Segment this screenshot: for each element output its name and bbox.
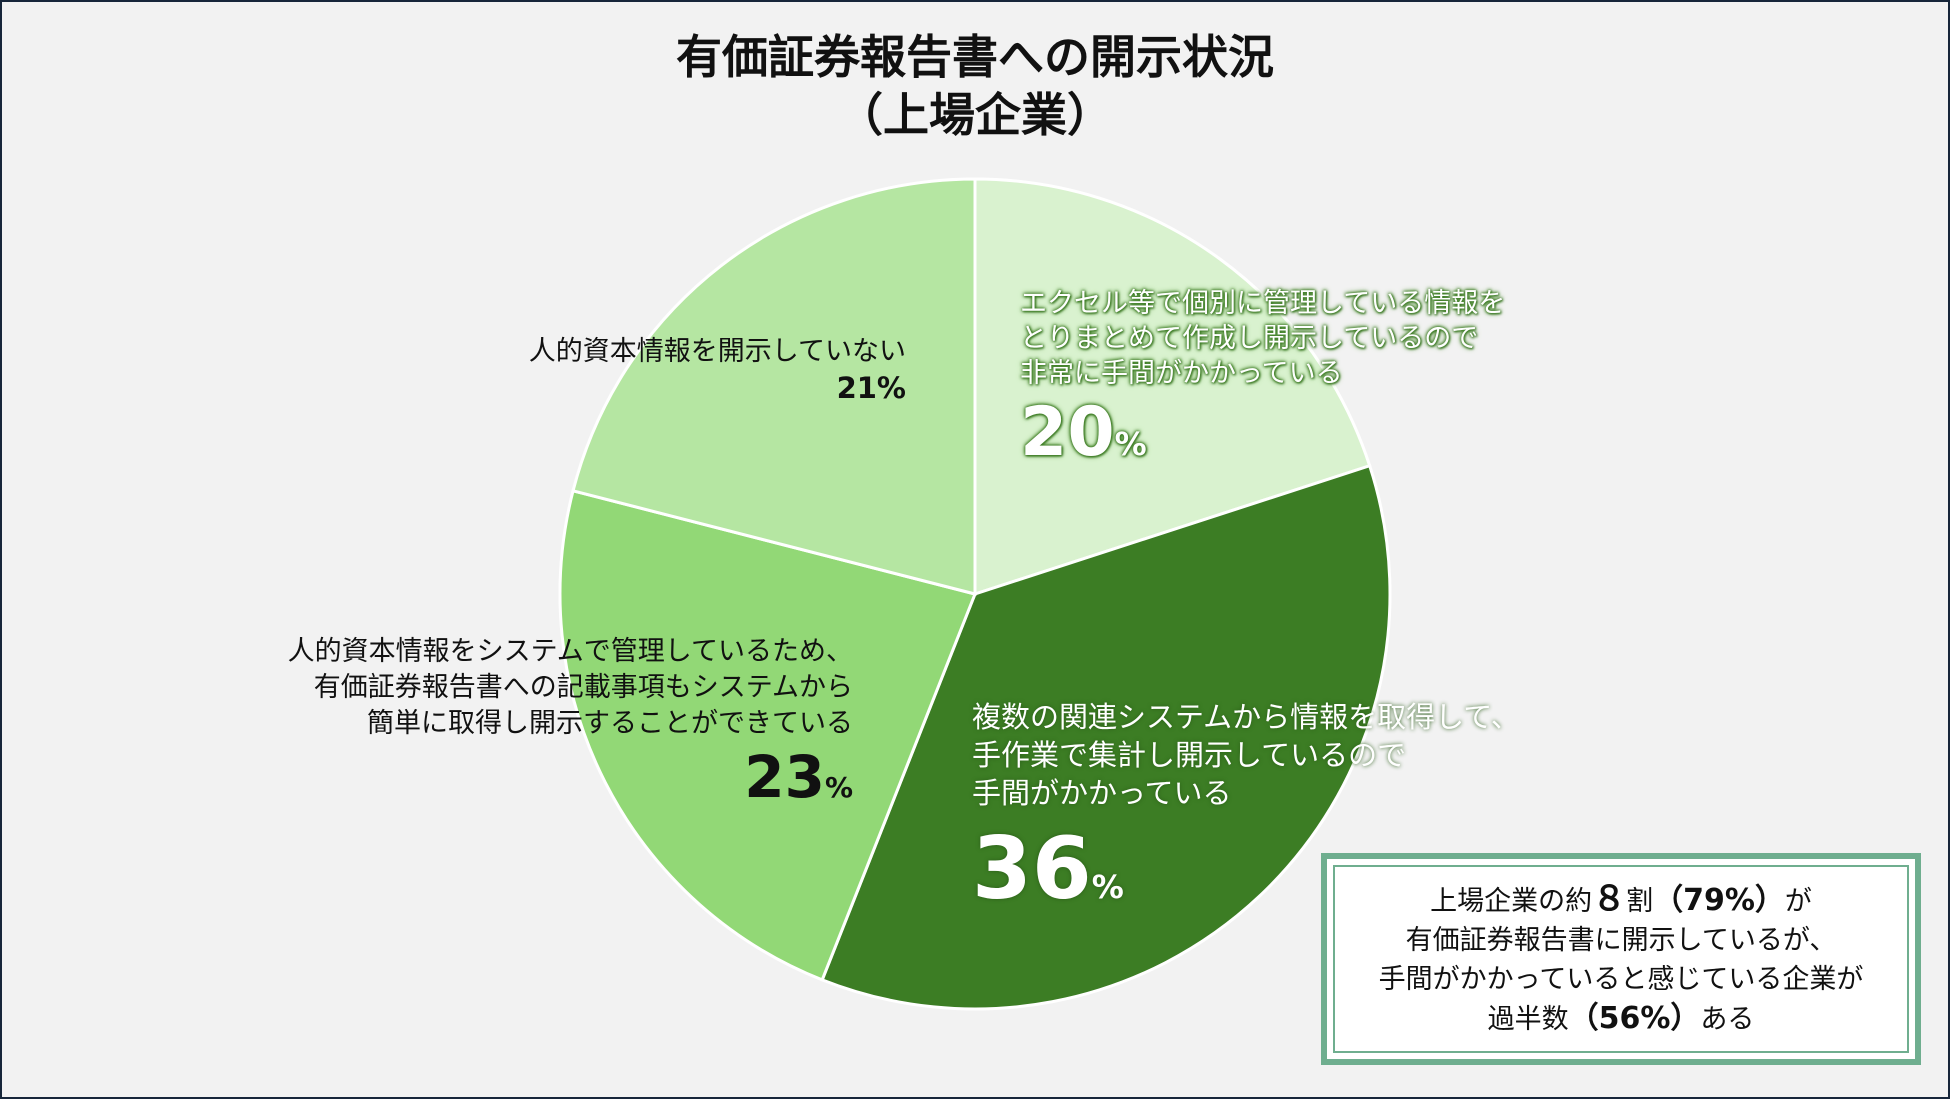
pie-slices	[558, 177, 1392, 1011]
slice-label-2-line-0: 人的資本情報をシステムで管理しているため、	[287, 636, 853, 667]
pie-slice-2	[558, 488, 978, 982]
summary-text: 上場企業の約８割（79%）が 有価証券報告書に開示しているが、 手間がかかってい…	[1333, 865, 1909, 1053]
summary-line-1-c: が	[1784, 885, 1812, 917]
summary-line-4: 過半数（56%）ある	[1488, 999, 1755, 1039]
slice-label-0-line-1: とりまとめて作成し開示しているので	[1020, 323, 1479, 354]
slice-label-2-line-1: 有価証券報告書への記載事項もシステムから	[313, 672, 853, 703]
chart-title: 有価証券報告書への開示状況 （上場企業）	[0, 28, 1950, 144]
pie-slice-3	[571, 177, 977, 596]
slice-label-0-line-0: エクセル等で個別に管理している情報を	[1020, 288, 1506, 319]
slice-value-0: 20%	[1020, 399, 1505, 467]
slice-value-1: 36%	[972, 826, 1520, 912]
slice-label-1: 複数の関連システムから情報を取得して、 手作業で集計し開示しているので 手間がか…	[972, 698, 1520, 912]
slice-label-1-line-0: 複数の関連システムから情報を取得して、	[972, 700, 1520, 734]
slice-label-1-line-1: 手作業で集計し開示しているので	[972, 738, 1407, 772]
slice-label-2: 人的資本情報をシステムで管理しているため、 有価証券報告書への記載事項もシステム…	[288, 634, 853, 806]
slice-label-3: 人的資本情報を開示していない 21%	[529, 334, 906, 406]
slice-value-1-unit: %	[1091, 868, 1124, 906]
slice-value-0-number: 20	[1020, 393, 1115, 472]
slice-value-2-unit: %	[824, 771, 853, 804]
slice-label-3-line-0: 人的資本情報を開示していない	[528, 336, 906, 367]
summary-line-2: 有価証券報告書に開示しているが、	[1405, 924, 1837, 956]
slice-value-1-number: 36	[972, 819, 1092, 919]
summary-line-4-pct: （56%）	[1568, 1000, 1701, 1036]
slice-value-2-number: 23	[744, 743, 825, 811]
chart-title-line: 有価証券報告書への開示状況	[676, 30, 1274, 84]
pie-slice-0	[973, 177, 1372, 597]
summary-line-1: 上場企業の約８割（79%）が	[1430, 878, 1812, 921]
slice-value-0-unit: %	[1114, 425, 1147, 463]
slice-label-0-line-2: 非常に手間がかかっている	[1020, 358, 1343, 389]
slice-value-3: 21%	[836, 371, 906, 405]
summary-line-4-a: 過半数	[1487, 1003, 1569, 1035]
summary-line-1-pct: （79%）	[1653, 882, 1785, 918]
slice-label-1-line-2: 手間がかかっている	[972, 776, 1232, 810]
summary-line-1-a: 上場企業の約	[1430, 885, 1593, 917]
pie-slice-1	[820, 463, 1392, 1011]
slice-label-0: エクセル等で個別に管理している情報を とりまとめて作成し開示しているので 非常に…	[1020, 286, 1505, 467]
chart-subtitle-line: （上場企業）	[837, 88, 1113, 142]
summary-box: 上場企業の約８割（79%）が 有価証券報告書に開示しているが、 手間がかかってい…	[1321, 853, 1921, 1065]
summary-line-4-b: ある	[1700, 1003, 1755, 1035]
slice-label-2-line-2: 簡単に取得し開示することができている	[367, 708, 853, 739]
slice-value-2: 23%	[288, 748, 853, 806]
summary-line-1-num: ８	[1592, 878, 1627, 919]
summary-line-3: 手間がかかっていると感じている企業が	[1378, 963, 1864, 995]
summary-line-1-b: 割	[1626, 885, 1654, 917]
